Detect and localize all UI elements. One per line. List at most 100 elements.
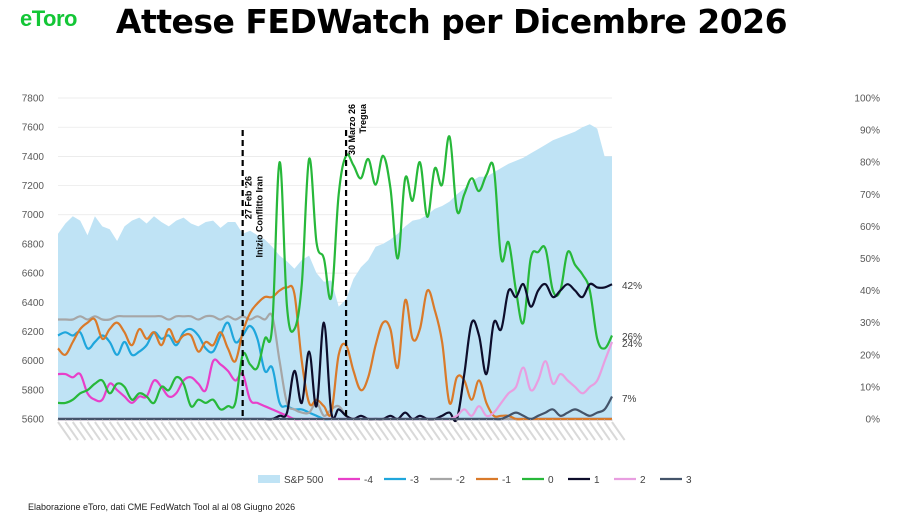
legend-label: 1 [594, 475, 600, 486]
end-label: 26% [622, 332, 642, 343]
legend-label: -4 [364, 475, 373, 486]
annotation-label: Tregua [358, 103, 368, 134]
y-right-tick-label: 50% [860, 254, 880, 265]
x-tick-label [323, 421, 338, 441]
y-right-tick-label: 60% [860, 222, 880, 233]
end-labels: 42% 26%24% 7% [622, 281, 642, 405]
end-label: 24% [622, 339, 642, 350]
x-tick-label [249, 421, 264, 441]
fedwatch-chart: 27 Feb '26 Inizio Conflitto Iran 30 Marzo … [22, 94, 880, 487]
x-tick-label [419, 421, 434, 441]
x-tick-label [537, 421, 552, 441]
y-left-tick-label: 6200 [22, 327, 45, 338]
x-tick-label [411, 421, 426, 441]
x-tick-label [57, 421, 72, 441]
end-label: 42% [622, 281, 642, 292]
x-tick-label [529, 421, 545, 441]
annotation-label: Inizio Conflitto Iran [255, 176, 265, 258]
x-tick-label [522, 421, 537, 441]
x-tick-label [589, 421, 604, 441]
y-right-tick-label: 0% [866, 415, 881, 426]
y-right-tick-label: 70% [860, 190, 880, 201]
legend: S&P 500 -4 -3 -2 -1 0 1 2 3 [258, 475, 692, 486]
x-tick-label [574, 421, 589, 441]
x-tick-label [382, 421, 397, 441]
x-tick-label [79, 421, 94, 441]
x-tick-label [108, 421, 124, 441]
x-tick-label [552, 421, 567, 441]
x-tick-label [138, 421, 153, 441]
y-left-tick-label: 6000 [22, 356, 45, 367]
y-left-tick-label: 6400 [22, 298, 45, 309]
x-tick-label [352, 421, 367, 441]
x-tick-label [86, 421, 101, 441]
legend-label: 2 [640, 475, 646, 486]
x-tick-label [197, 421, 212, 441]
x-tick-label [448, 421, 463, 441]
x-tick-label [71, 421, 87, 441]
x-tick-label [264, 421, 279, 441]
x-tick-label [94, 421, 109, 441]
x-tick-label [286, 421, 301, 441]
x-tick-label [116, 421, 131, 441]
y-left-tick-label: 6600 [22, 269, 45, 280]
x-tick-label [315, 421, 330, 441]
series-line-3 [58, 395, 613, 421]
legend-label: -3 [410, 475, 419, 486]
sp500-area [58, 124, 612, 420]
x-tick-label [360, 421, 375, 441]
x-tick-label [219, 421, 234, 441]
x-tick-label [367, 421, 382, 441]
legend-label: -2 [456, 475, 465, 486]
x-tick-label [441, 421, 456, 441]
x-tick-label [64, 421, 79, 441]
y-right-tick-label: 100% [854, 94, 880, 105]
x-tick-label [131, 421, 146, 441]
x-tick-label [611, 421, 626, 441]
x-tick-label [101, 421, 116, 441]
x-tick-label [167, 421, 183, 441]
y-left-tick-label: 7600 [22, 123, 45, 134]
x-tick-label [478, 421, 493, 441]
x-tick-label [190, 421, 205, 441]
x-tick-label [507, 421, 523, 441]
y-left-tick-label: 5600 [22, 415, 45, 426]
y-right-tick-label: 10% [860, 382, 880, 393]
x-tick-label [241, 421, 257, 441]
series-line-0 [57, 135, 613, 411]
x-tick-label [492, 421, 508, 441]
x-tick-label [123, 421, 138, 441]
x-tick-label [396, 421, 412, 441]
annotation-label: 27 Feb '26 [244, 176, 254, 219]
x-tick-label [256, 421, 271, 441]
x-tick-label [345, 421, 360, 441]
x-tick-label [596, 421, 611, 441]
x-tick-label [404, 421, 419, 441]
chart-title: Attese FEDWatch per Dicembre 2026 [115, 2, 788, 41]
source-note: Elaborazione eToro, dati CME FedWatch To… [28, 502, 296, 512]
y-axis-left: 5600 5800 6000 6200 6400 6600 6800 7000 7200 7400… [22, 94, 45, 426]
end-label: 7% [622, 394, 637, 405]
x-tick-label [603, 421, 619, 441]
x-tick-label [337, 421, 353, 441]
x-tick-label [485, 421, 500, 441]
x-tick-label [500, 421, 515, 441]
annotations: 27 Feb '26 Inizio Conflitto Iran 30 Marzo … [241, 103, 368, 419]
x-tick-label [330, 421, 345, 441]
legend-label: 3 [686, 475, 692, 486]
y-left-tick-label: 7400 [22, 152, 45, 163]
x-tick-label [559, 421, 574, 441]
x-tick-label [182, 421, 198, 441]
y-axis-right: 0% 10% 20% 30% 40% 50% 60% 70% 80% 90% 100% [854, 94, 880, 426]
y-left-tick-label: 7800 [22, 94, 45, 105]
x-tick-label [271, 421, 286, 441]
y-left-tick-label: 6800 [22, 239, 45, 250]
series-lines [57, 135, 614, 423]
x-tick-label [227, 421, 242, 441]
sp500-area-fill [58, 124, 612, 420]
x-tick-label [463, 421, 478, 441]
y-right-tick-label: 20% [860, 350, 880, 361]
x-tick-label [160, 421, 175, 441]
x-tick-label [566, 421, 582, 441]
x-tick-label [374, 421, 390, 441]
